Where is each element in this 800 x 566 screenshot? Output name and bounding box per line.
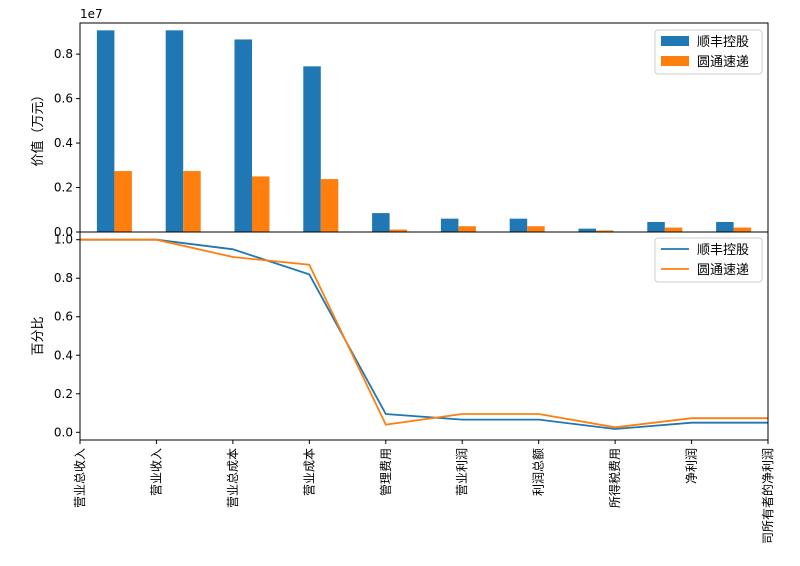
bar-marks (96, 30, 752, 233)
x-tick-label: 营业收入 (149, 448, 163, 496)
bar (509, 218, 528, 232)
y-tick-label: 0.8 (54, 271, 73, 285)
bar-y-ticks: 0.0 0.2 0.4 0.6 0.8 (54, 47, 80, 239)
y-tick-label: 0.0 (54, 225, 73, 239)
line-y-ticks: 0.0 0.2 0.4 0.6 0.8 1.0 (54, 233, 80, 439)
bar-y-axis-label: 价值（万元） (30, 88, 46, 166)
bar (458, 226, 476, 232)
bar (389, 229, 408, 232)
x-tick-label: 所得税费用 (607, 448, 622, 508)
y-tick-label: 0.6 (54, 310, 73, 324)
bar (234, 39, 252, 233)
x-tick-label: 司所有者的净利润 (760, 448, 775, 544)
legend-swatch (661, 36, 689, 46)
y-tick-label: 0.2 (54, 181, 73, 195)
line-axes-frame (79, 231, 769, 441)
y-tick-label: 0.0 (54, 425, 73, 439)
line-y-axis-label: 百分比 (31, 316, 46, 355)
bar (303, 66, 321, 232)
legend-label: 圆通速递 (697, 263, 749, 278)
bar (596, 230, 614, 232)
line-chart-panel: 百分比 0.0 0.2 0.4 0.6 0.8 1.0 营业总收入 营业收入 营业总成本 营业成… (31, 231, 775, 544)
bar-y-scale-label: 1e7 (80, 7, 103, 21)
legend-label: 顺丰控股 (697, 35, 749, 50)
series-line (80, 238, 768, 430)
bar (320, 179, 339, 232)
legend-label: 圆通速递 (697, 55, 749, 70)
line-x-ticks: 营业总收入 营业收入 营业总成本 营业成本 管理费用 营业利润 利润总额 所得税费用 净利润 司所… (73, 440, 775, 544)
bar (440, 218, 459, 232)
bar (578, 228, 596, 232)
bar (664, 227, 683, 232)
bar (165, 30, 184, 232)
y-tick-label: 0.6 (54, 92, 73, 106)
y-tick-label: 0.8 (54, 47, 73, 61)
bar (183, 171, 201, 232)
bar (647, 221, 665, 232)
bar (716, 221, 734, 232)
x-tick-label: 营业总成本 (226, 448, 240, 508)
y-tick-label: 1.0 (54, 233, 73, 247)
line-marks (80, 238, 768, 430)
legend-swatch (661, 56, 689, 66)
series-line (80, 238, 768, 429)
y-tick-label: 0.2 (54, 387, 73, 401)
x-tick-label: 营业总收入 (73, 448, 87, 508)
legend-label: 顺丰控股 (697, 243, 749, 258)
x-tick-label: 营业成本 (302, 448, 316, 496)
y-tick-label: 0.4 (54, 348, 73, 362)
bar (96, 30, 115, 232)
bar (114, 171, 132, 232)
bar (252, 176, 270, 232)
x-tick-label: 净利润 (685, 448, 699, 484)
bar (733, 227, 752, 232)
x-tick-label: 管理费用 (378, 448, 393, 496)
y-tick-label: 0.4 (54, 136, 73, 150)
bar (372, 213, 390, 232)
bar (527, 226, 545, 232)
x-tick-label: 利润总额 (532, 448, 546, 496)
x-tick-label: 营业利润 (455, 448, 469, 496)
